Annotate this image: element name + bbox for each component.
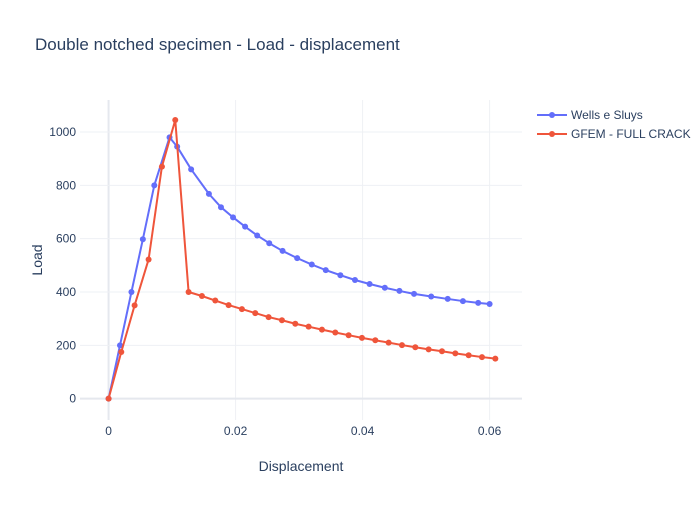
data-point-gfem-full-crack — [278, 317, 285, 324]
data-point-gfem-full-crack — [372, 337, 379, 344]
data-point-gfem-full-crack — [412, 344, 419, 351]
data-point-gfem-full-crack — [492, 355, 499, 362]
chart-title: Double notched specimen - Load - displac… — [35, 35, 400, 54]
data-point-wells-e-sluys — [117, 342, 124, 349]
legend-item-wells-e-sluys[interactable]: Wells e Sluys — [537, 108, 643, 122]
legend-label: GFEM - FULL CRACK — [571, 127, 691, 141]
data-point-wells-e-sluys — [459, 298, 466, 305]
x-tick-label: 0.06 — [478, 424, 502, 438]
data-point-wells-e-sluys — [128, 289, 135, 295]
data-point-wells-e-sluys — [337, 272, 344, 279]
legend[interactable]: Wells e Sluys GFEM - FULL CRACK — [537, 108, 691, 141]
data-point-wells-e-sluys — [366, 281, 373, 287]
data-point-gfem-full-crack — [172, 117, 179, 123]
data-point-gfem-full-crack — [198, 293, 205, 299]
data-point-gfem-full-crack — [131, 302, 138, 309]
series-layer — [105, 117, 499, 402]
y-tick-label: 0 — [69, 392, 76, 406]
data-point-gfem-full-crack — [225, 302, 232, 309]
data-point-gfem-full-crack — [385, 339, 392, 346]
data-point-gfem-full-crack — [438, 348, 445, 355]
data-point-gfem-full-crack — [305, 323, 312, 330]
data-point-wells-e-sluys — [475, 299, 482, 306]
data-point-wells-e-sluys — [230, 214, 237, 221]
data-point-wells-e-sluys — [188, 166, 195, 173]
data-point-wells-e-sluys — [151, 182, 158, 189]
data-point-gfem-full-crack — [425, 346, 432, 353]
data-point-wells-e-sluys — [322, 267, 329, 274]
data-point-wells-e-sluys — [486, 301, 493, 307]
data-point-wells-e-sluys — [279, 247, 286, 254]
x-tick-label: 0 — [105, 424, 112, 438]
y-tick-label: 600 — [56, 232, 76, 246]
data-point-wells-e-sluys — [428, 293, 435, 300]
data-point-wells-e-sluys — [381, 284, 388, 291]
data-point-wells-e-sluys — [266, 240, 273, 247]
data-point-gfem-full-crack — [292, 320, 299, 327]
data-point-gfem-full-crack — [145, 256, 152, 263]
data-point-wells-e-sluys — [205, 190, 212, 197]
data-point-wells-e-sluys — [242, 223, 249, 230]
data-point-gfem-full-crack — [252, 310, 259, 317]
legend-item-gfem-full-crack[interactable]: GFEM - FULL CRACK — [537, 127, 691, 141]
data-point-wells-e-sluys — [351, 277, 358, 283]
data-point-gfem-full-crack — [265, 314, 272, 321]
y-axis-label: Load — [29, 244, 45, 275]
y-tick-label: 800 — [56, 178, 76, 192]
data-point-wells-e-sluys — [139, 236, 146, 243]
x-axis-label: Displacement — [259, 458, 344, 474]
data-point-wells-e-sluys — [217, 204, 224, 211]
y-tick-label: 1000 — [49, 125, 76, 139]
data-point-gfem-full-crack — [158, 163, 165, 170]
data-point-wells-e-sluys — [308, 261, 315, 268]
legend-swatch-marker — [549, 112, 555, 118]
data-point-gfem-full-crack — [452, 350, 459, 357]
data-point-wells-e-sluys — [294, 255, 301, 262]
x-tick-label: 0.02 — [224, 424, 248, 438]
x-tick-label: 0.04 — [351, 424, 375, 438]
data-point-gfem-full-crack — [118, 349, 125, 355]
legend-swatch-marker — [549, 131, 555, 137]
data-point-wells-e-sluys — [396, 287, 403, 294]
data-point-gfem-full-crack — [238, 306, 245, 313]
data-point-gfem-full-crack — [212, 297, 219, 304]
data-point-gfem-full-crack — [332, 329, 339, 336]
legend-label: Wells e Sluys — [571, 108, 643, 122]
data-point-gfem-full-crack — [465, 352, 472, 359]
axes: 0 0.02 0.04 0.06 0 200 400 600 800 1000 — [49, 125, 501, 438]
data-point-gfem-full-crack — [105, 395, 112, 402]
data-point-wells-e-sluys — [411, 290, 418, 297]
data-point-wells-e-sluys — [444, 295, 451, 302]
data-point-gfem-full-crack — [478, 354, 485, 361]
data-point-gfem-full-crack — [185, 289, 192, 295]
data-point-gfem-full-crack — [318, 326, 325, 333]
data-point-gfem-full-crack — [345, 332, 352, 339]
y-tick-label: 400 — [56, 285, 76, 299]
data-point-gfem-full-crack — [398, 342, 405, 349]
data-point-wells-e-sluys — [254, 232, 261, 239]
y-tick-label: 200 — [56, 338, 76, 352]
data-point-gfem-full-crack — [358, 334, 365, 341]
